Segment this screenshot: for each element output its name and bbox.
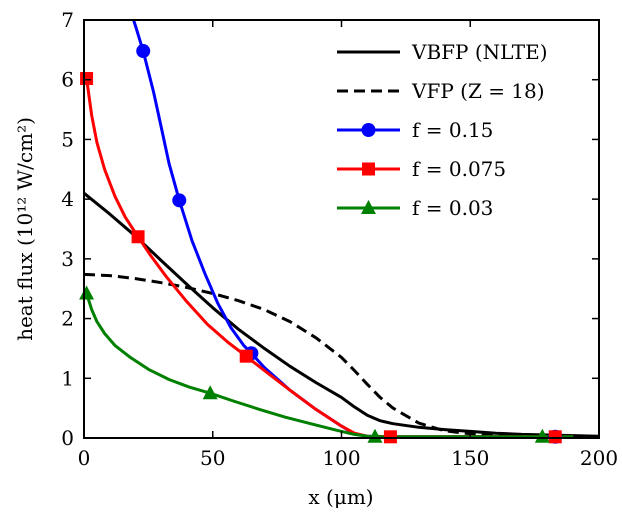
series-line-2 [131,20,574,438]
y-axis-label: heat flux (10¹² W/cm²) [13,117,37,341]
series-3-marker [548,430,562,444]
series-3-marker [239,349,253,363]
tick-layer: 0 50 100 150 200 0 1 2 3 4 5 6 7 [61,8,618,470]
series-line-1 [84,272,599,438]
legend: VBFP (NLTE) VFP (Z = 18) f = 0.15 f = 0.075… [337,40,548,220]
x-tick-label: 150 [451,446,489,470]
series-line-4 [85,293,574,438]
y-tick-label: 7 [61,8,74,32]
legend-label-3: f = 0.075 [412,157,506,181]
y-tick-label: 3 [61,247,74,271]
legend-label-1: VFP (Z = 18) [411,79,545,103]
legend-label-2: f = 0.15 [412,118,493,142]
series-3-marker [80,72,94,86]
x-tick-label: 50 [200,446,225,470]
x-tick-label: 100 [322,446,360,470]
legend-label-0: VBFP (NLTE) [411,40,548,64]
legend-marker-2 [361,123,376,137]
series-layer [84,20,599,438]
series-3-marker [131,230,145,244]
legend-label-4: f = 0.03 [412,196,493,220]
series-3-marker [383,430,397,444]
series-4-marker [534,428,550,443]
y-tick-label: 1 [61,366,74,390]
series-4-marker [202,385,218,400]
series-2-marker [136,44,151,59]
y-tick-label: 6 [61,68,74,92]
series-4-marker [367,428,383,443]
series-2-marker [172,193,187,208]
y-tick-label: 2 [61,307,74,331]
marker-layer [79,44,563,444]
series-4-marker [79,285,95,300]
x-tick-label: 0 [78,446,91,470]
y-tick-label: 5 [61,127,74,151]
legend-marker-4 [361,200,376,214]
series-line-0 [84,192,599,438]
legend-marker-3 [362,162,375,176]
y-tick-label: 0 [61,426,74,450]
x-axis-label: x (μm) [308,485,373,509]
x-tick-label: 200 [580,446,618,470]
y-tick-label: 4 [61,187,74,211]
